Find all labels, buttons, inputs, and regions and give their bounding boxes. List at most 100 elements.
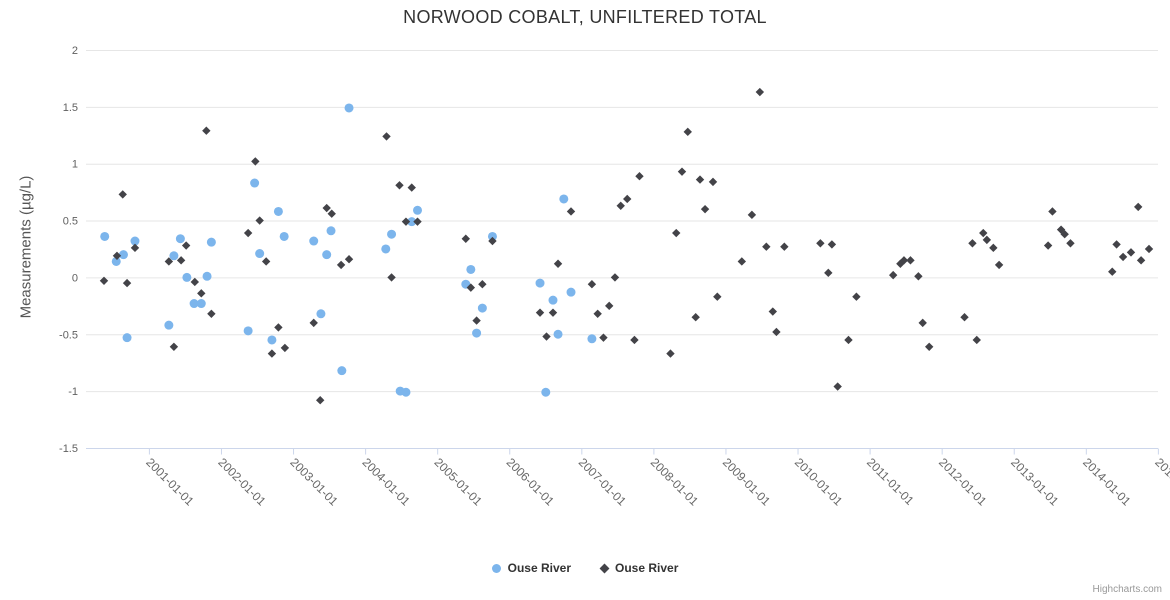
data-point-ouse-river-circle[interactable] (164, 320, 174, 330)
data-point-ouse-river-circle[interactable] (548, 295, 558, 305)
data-point-ouse-river-diamond[interactable] (666, 349, 675, 358)
data-point-ouse-river-diamond[interactable] (387, 273, 396, 282)
data-point-ouse-river-circle[interactable] (130, 236, 140, 246)
data-point-ouse-river-diamond[interactable] (780, 242, 789, 251)
data-point-ouse-river-diamond[interactable] (672, 228, 681, 238)
data-point-ouse-river-diamond[interactable] (587, 280, 597, 289)
data-point-ouse-river-diamond[interactable] (677, 167, 687, 176)
data-point-ouse-river-circle[interactable] (189, 299, 199, 309)
data-point-ouse-river-diamond[interactable] (1108, 267, 1117, 276)
data-point-ouse-river-diamond[interactable] (768, 307, 778, 316)
data-point-ouse-river-diamond[interactable] (695, 175, 705, 184)
data-point-ouse-river-diamond[interactable] (979, 228, 988, 238)
data-point-ouse-river-circle[interactable] (118, 250, 128, 260)
data-point-ouse-river-circle[interactable] (322, 250, 332, 260)
data-point-ouse-river-diamond[interactable] (960, 312, 969, 322)
data-point-ouse-river-diamond[interactable] (164, 257, 174, 266)
data-point-ouse-river-circle[interactable] (541, 387, 551, 397)
data-point-ouse-river-diamond[interactable] (713, 292, 722, 301)
data-point-ouse-river-diamond[interactable] (1066, 239, 1075, 248)
highcharts-credits-link[interactable]: Highcharts.com (1092, 584, 1162, 595)
data-point-ouse-river-diamond[interactable] (344, 255, 354, 264)
data-point-ouse-river-diamond[interactable] (708, 177, 718, 187)
data-point-ouse-river-circle[interactable] (487, 231, 497, 241)
data-point-ouse-river-diamond[interactable] (130, 243, 140, 253)
data-point-ouse-river-circle[interactable] (309, 236, 319, 246)
data-point-ouse-river-diamond[interactable] (322, 203, 331, 213)
legend-item-ouse-river-2[interactable]: Ouse River (599, 561, 678, 575)
data-point-ouse-river-diamond[interactable] (833, 382, 842, 391)
data-point-ouse-river-diamond[interactable] (553, 259, 563, 268)
data-point-ouse-river-diamond[interactable] (772, 327, 781, 337)
data-point-ouse-river-diamond[interactable] (207, 309, 216, 318)
data-point-ouse-river-circle[interactable] (250, 178, 260, 188)
data-point-ouse-river-diamond[interactable] (382, 132, 391, 141)
data-point-ouse-river-diamond[interactable] (472, 316, 481, 325)
data-point-ouse-river-diamond[interactable] (747, 210, 757, 220)
data-point-ouse-river-diamond[interactable] (968, 239, 977, 248)
data-point-ouse-river-diamond[interactable] (816, 239, 825, 248)
data-point-ouse-river-diamond[interactable] (169, 342, 179, 351)
data-point-ouse-river-diamond[interactable] (1056, 225, 1066, 234)
data-point-ouse-river-diamond[interactable] (599, 333, 608, 342)
data-point-ouse-river-circle[interactable] (273, 206, 283, 216)
data-point-ouse-river-circle[interactable] (182, 272, 192, 282)
data-point-ouse-river-diamond[interactable] (542, 332, 551, 341)
data-point-ouse-river-diamond[interactable] (827, 240, 837, 249)
data-point-ouse-river-diamond[interactable] (1136, 256, 1146, 265)
data-point-ouse-river-diamond[interactable] (202, 126, 211, 135)
data-point-ouse-river-circle[interactable] (255, 249, 265, 259)
data-point-ouse-river-circle[interactable] (111, 256, 121, 266)
data-point-ouse-river-diamond[interactable] (888, 270, 898, 280)
data-point-ouse-river-diamond[interactable] (989, 243, 998, 253)
data-point-ouse-river-circle[interactable] (169, 251, 179, 261)
data-point-ouse-river-circle[interactable] (477, 303, 487, 313)
data-point-ouse-river-diamond[interactable] (478, 280, 487, 289)
data-point-ouse-river-diamond[interactable] (593, 309, 602, 318)
data-point-ouse-river-diamond[interactable] (683, 127, 692, 137)
data-point-ouse-river-diamond[interactable] (255, 216, 264, 225)
data-point-ouse-river-diamond[interactable] (176, 256, 186, 265)
data-point-ouse-river-circle[interactable] (472, 328, 482, 338)
data-point-ouse-river-circle[interactable] (553, 329, 563, 339)
data-point-ouse-river-diamond[interactable] (413, 217, 422, 226)
data-point-ouse-river-diamond[interactable] (461, 234, 470, 243)
data-point-ouse-river-diamond[interactable] (112, 251, 122, 260)
data-point-ouse-river-circle[interactable] (387, 229, 397, 239)
data-point-ouse-river-diamond[interactable] (395, 181, 404, 190)
data-point-ouse-river-diamond[interactable] (190, 277, 200, 287)
data-point-ouse-river-diamond[interactable] (267, 349, 277, 358)
data-point-ouse-river-diamond[interactable] (197, 289, 206, 298)
data-point-ouse-river-circle[interactable] (413, 205, 423, 215)
data-point-ouse-river-diamond[interactable] (261, 257, 271, 266)
data-point-ouse-river-diamond[interactable] (824, 268, 833, 278)
data-point-ouse-river-diamond[interactable] (972, 335, 981, 345)
data-point-ouse-river-circle[interactable] (196, 299, 206, 309)
data-point-ouse-river-diamond[interactable] (316, 396, 325, 405)
data-point-ouse-river-diamond[interactable] (309, 318, 318, 328)
data-point-ouse-river-circle[interactable] (466, 264, 476, 274)
data-point-ouse-river-diamond[interactable] (466, 283, 476, 292)
data-point-ouse-river-diamond[interactable] (280, 343, 290, 353)
data-point-ouse-river-diamond[interactable] (327, 209, 336, 218)
data-point-ouse-river-circle[interactable] (566, 287, 576, 297)
data-point-ouse-river-diamond[interactable] (918, 318, 927, 328)
data-point-ouse-river-diamond[interactable] (251, 157, 260, 166)
data-point-ouse-river-circle[interactable] (559, 194, 569, 204)
data-point-ouse-river-diamond[interactable] (737, 257, 747, 266)
data-point-ouse-river-diamond[interactable] (630, 335, 639, 345)
data-point-ouse-river-diamond[interactable] (1126, 248, 1136, 257)
data-point-ouse-river-circle[interactable] (381, 244, 391, 254)
data-point-ouse-river-diamond[interactable] (755, 87, 765, 97)
data-point-ouse-river-diamond[interactable] (118, 190, 127, 199)
data-point-ouse-river-diamond[interactable] (1118, 252, 1128, 262)
data-point-ouse-river-diamond[interactable] (488, 236, 497, 246)
data-point-ouse-river-diamond[interactable] (181, 241, 191, 250)
legend-item-ouse-river-1[interactable]: Ouse River (491, 561, 571, 575)
data-point-ouse-river-circle[interactable] (326, 226, 336, 236)
data-point-ouse-river-diamond[interactable] (1134, 202, 1143, 212)
data-point-ouse-river-diamond[interactable] (1060, 229, 1069, 239)
data-point-ouse-river-diamond[interactable] (243, 228, 253, 238)
data-point-ouse-river-diamond[interactable] (407, 183, 416, 192)
data-point-ouse-river-circle[interactable] (175, 234, 185, 244)
